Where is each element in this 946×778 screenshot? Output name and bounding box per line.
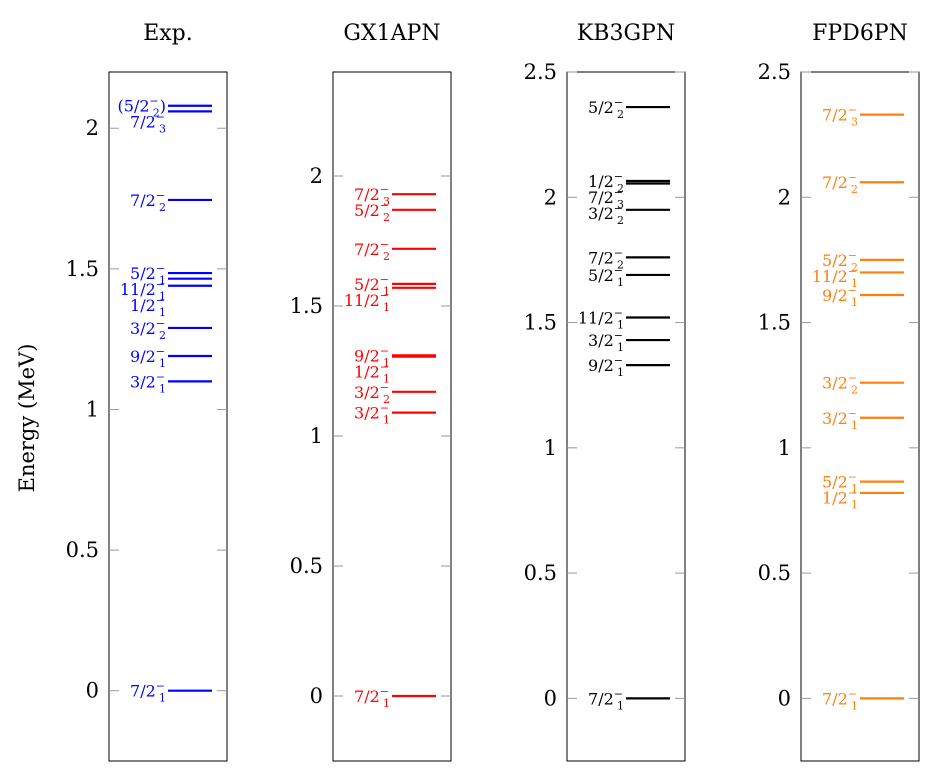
level-label-1-9: 7/2− 3 [354, 183, 390, 208]
ytick-label-2-5: 2.5 [524, 60, 557, 84]
panel-title-3: FPD6PN [812, 21, 908, 46]
level-label-2-6: 3/2− 2 [588, 202, 624, 227]
panel-frame-1 [332, 71, 452, 762]
ytick-label-1-1: 0.5 [290, 554, 323, 578]
ytick-label-0-4: 2 [86, 116, 99, 140]
level-label-3-4: 3/2− 2 [822, 372, 858, 397]
level-label-1-4: 9/2− 1 [354, 344, 390, 369]
level-label-2-9: 5/2− 2 [588, 96, 624, 121]
ytick-label-3-4: 2 [778, 185, 791, 209]
level-label-1-8: 5/2− 2 [354, 199, 390, 224]
level-label-0-8: 7/2− 3 [130, 111, 166, 136]
ytick-label-3-2: 1 [778, 436, 791, 460]
level-label-3-9: 7/2− 3 [822, 104, 858, 129]
ytick-label-3-3: 1.5 [758, 311, 791, 335]
level-label-3-3: 3/2− 1 [822, 407, 858, 432]
level-label-3-5: 9/2− 1 [822, 284, 858, 309]
level-label-2-8: 1/2− 2 [588, 170, 624, 195]
ytick-label-2-2: 1 [544, 436, 557, 460]
level-label-0-4: 1/2− 1 [130, 294, 166, 319]
level-label-0-5: 11/2− 1 [120, 278, 166, 303]
level-label-0-7: 7/2− 2 [130, 189, 166, 214]
ytick-label-2-1: 0.5 [524, 561, 557, 585]
panel-title-2: KB3GPN [577, 21, 675, 46]
level-label-1-7: 7/2− 2 [354, 238, 390, 263]
ytick-label-1-4: 2 [310, 164, 323, 188]
level-label-2-3: 11/2− 1 [578, 307, 624, 332]
y-axis-label: Energy (MeV) [15, 344, 39, 493]
ytick-label-1-0: 0 [310, 684, 323, 708]
ytick-label-0-2: 1 [86, 397, 99, 421]
ytick-label-0-1: 0.5 [66, 538, 99, 562]
level-label-0-2: 9/2− 1 [130, 345, 166, 370]
ytick-label-3-5: 2.5 [758, 60, 791, 84]
level-label-3-6: 11/2− 1 [812, 265, 858, 290]
level-label-2-0: 7/2− 1 [588, 687, 624, 712]
ytick-label-1-2: 1 [310, 424, 323, 448]
ytick-label-0-3: 1.5 [66, 257, 99, 281]
level-label-2-4: 5/2− 1 [588, 264, 624, 289]
ytick-label-3-1: 0.5 [758, 561, 791, 585]
level-label-0-3: 3/2− 2 [130, 317, 166, 342]
level-label-1-5: 11/2− 1 [344, 289, 390, 314]
level-label-3-8: 7/2− 2 [822, 171, 858, 196]
panel-frame-2 [566, 71, 686, 762]
level-label-2-1: 9/2− 1 [588, 354, 624, 379]
panel-title-0: Exp. [143, 21, 193, 46]
level-label-1-3: 1/2− 1 [354, 360, 390, 385]
ytick-label-3-0: 0 [778, 686, 791, 710]
level-label-0-1: 3/2− 1 [130, 370, 166, 395]
panel-frame-0 [108, 71, 228, 762]
level-label-2-5: 7/2− 2 [588, 246, 624, 271]
ytick-label-0-0: 0 [86, 679, 99, 703]
level-label-1-6: 5/2− 1 [354, 273, 390, 298]
level-label-1-1: 3/2− 1 [354, 402, 390, 427]
level-label-3-0: 7/2− 1 [822, 687, 858, 712]
level-label-2-7: 7/2− 3 [588, 186, 624, 211]
panel-frame-3 [800, 71, 920, 762]
ytick-label-2-3: 1.5 [524, 311, 557, 335]
level-label-3-2: 5/2− 1 [822, 471, 858, 496]
level-label-1-0: 7/2− 1 [354, 685, 390, 710]
level-label-3-7: 5/2− 2 [822, 249, 858, 274]
level-label-0-0: 7/2− 1 [130, 680, 166, 705]
ytick-label-1-3: 1.5 [290, 294, 323, 318]
level-label-2-2: 3/2− 1 [588, 329, 624, 354]
level-label-0-9: (5/2− 2) [118, 95, 166, 120]
level-label-1-2: 3/2− 2 [354, 381, 390, 406]
ytick-label-2-4: 2 [544, 185, 557, 209]
level-label-3-1: 1/2− 1 [822, 487, 858, 512]
level-label-0-6: 5/2− 1 [130, 262, 166, 287]
panel-title-1: GX1APN [343, 21, 440, 46]
ytick-label-2-0: 0 [544, 686, 557, 710]
